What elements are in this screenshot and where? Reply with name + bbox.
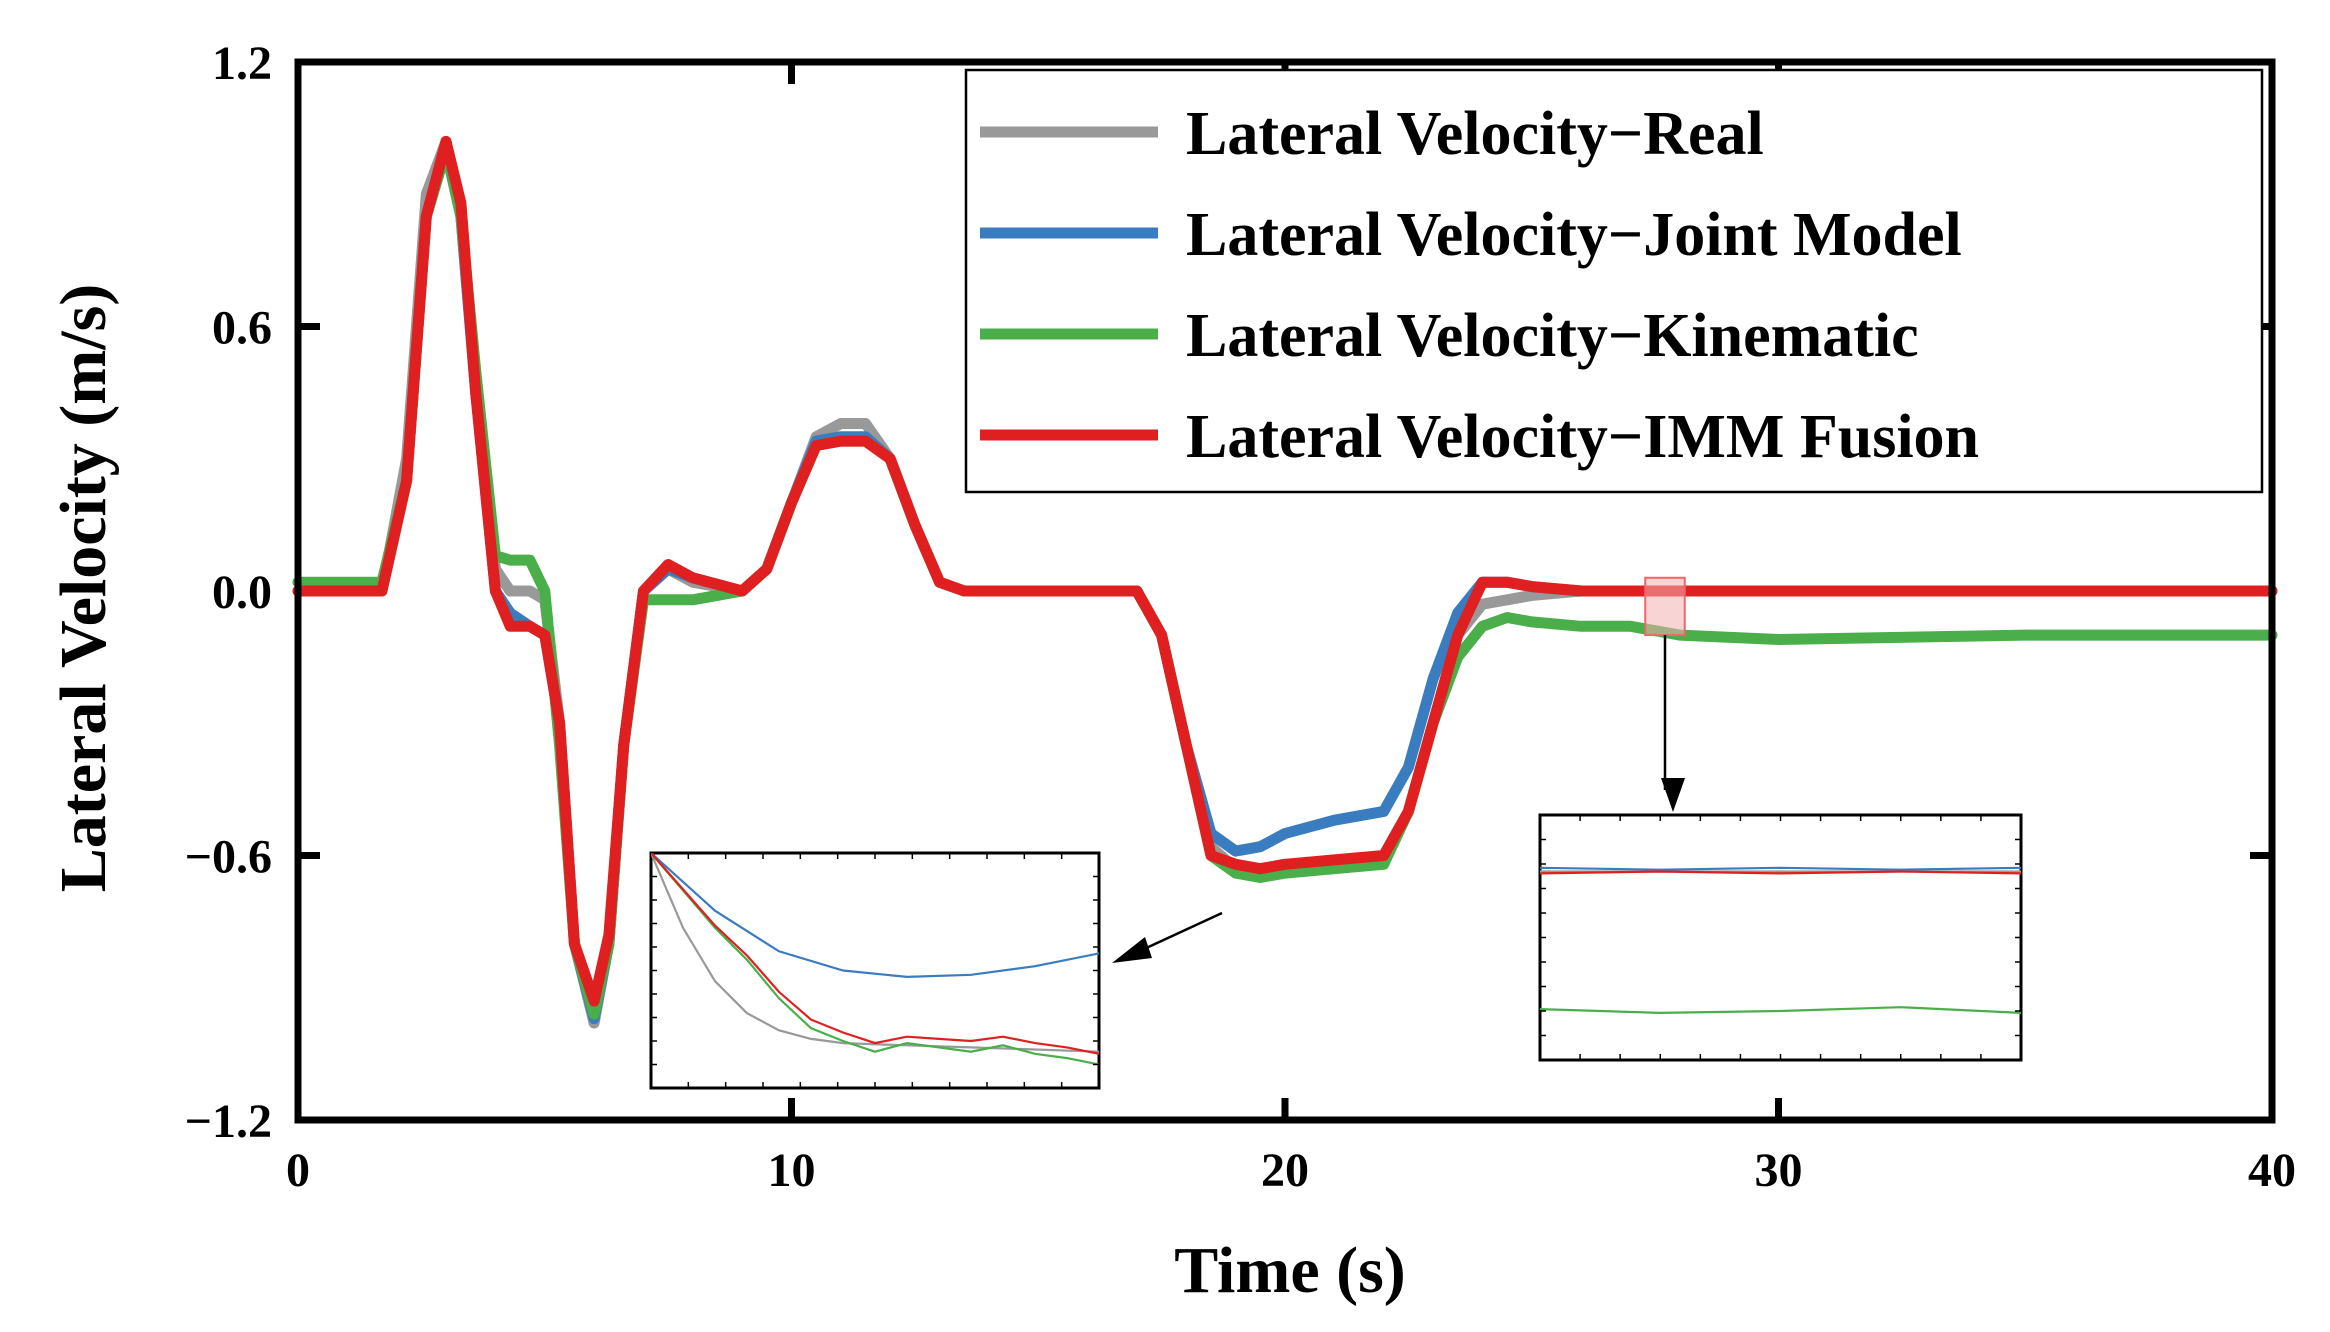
x-axis-title: Time (s) (1174, 1234, 1406, 1307)
inset-series-line-3 (1540, 1006, 2021, 1015)
inset-arrow-head (1112, 937, 1152, 963)
y-tick-label: 0.0 (212, 566, 272, 619)
legend-label-0: Lateral Velocity−Real (1186, 100, 1764, 168)
y-tick-label: 0.6 (212, 302, 272, 355)
x-tick-label: 40 (2248, 1144, 2296, 1197)
inset-series-line-3 (651, 853, 1099, 1055)
y-tick-label: −0.6 (185, 831, 272, 884)
series-line-3 (292, 135, 2278, 1007)
legend: Lateral Velocity−Real Lateral Velocity−Jo… (964, 68, 2264, 494)
inset-zoom-steady (1538, 813, 2023, 1062)
inset-series-line-1 (1540, 866, 2021, 871)
zoom-region-box (1644, 576, 1686, 637)
y-axis-title: Lateral Velocity (m/s) (47, 284, 120, 893)
inset-series-line-1 (651, 853, 1099, 979)
y-tick-label: 1.2 (212, 37, 272, 90)
series-lines (292, 135, 2278, 1029)
legend-label-1: Lateral Velocity−Joint Model (1186, 201, 1962, 269)
legend-box (964, 68, 2264, 494)
zoom-markers (1112, 576, 1686, 963)
x-tick-label: 10 (768, 1144, 816, 1197)
insets (649, 813, 2023, 1090)
legend-label-2: Lateral Velocity−Kinematic (1186, 302, 1919, 370)
x-tick-label: 30 (1755, 1144, 1803, 1197)
y-tick-label: −1.2 (185, 1095, 272, 1148)
inset-arrow-line (1141, 911, 1223, 952)
inset-zoom-trough (649, 851, 1101, 1090)
plot-border (294, 58, 2276, 1124)
zoom-arrow-head (1661, 778, 1685, 812)
inset-frame (1538, 813, 2023, 1062)
inset-series-line-2 (1540, 870, 2021, 875)
x-tick-label: 0 (286, 1144, 310, 1197)
legend-label-3: Lateral Velocity−IMM Fusion (1186, 403, 1979, 471)
plot-frame (294, 58, 2276, 1124)
x-tick-label: 20 (1261, 1144, 1309, 1197)
tick-labels: 0 10 20 30 40 −1.2 −0.6 0.0 0.6 1.2 (185, 37, 2296, 1197)
inset-series-line-2 (651, 853, 1099, 1066)
